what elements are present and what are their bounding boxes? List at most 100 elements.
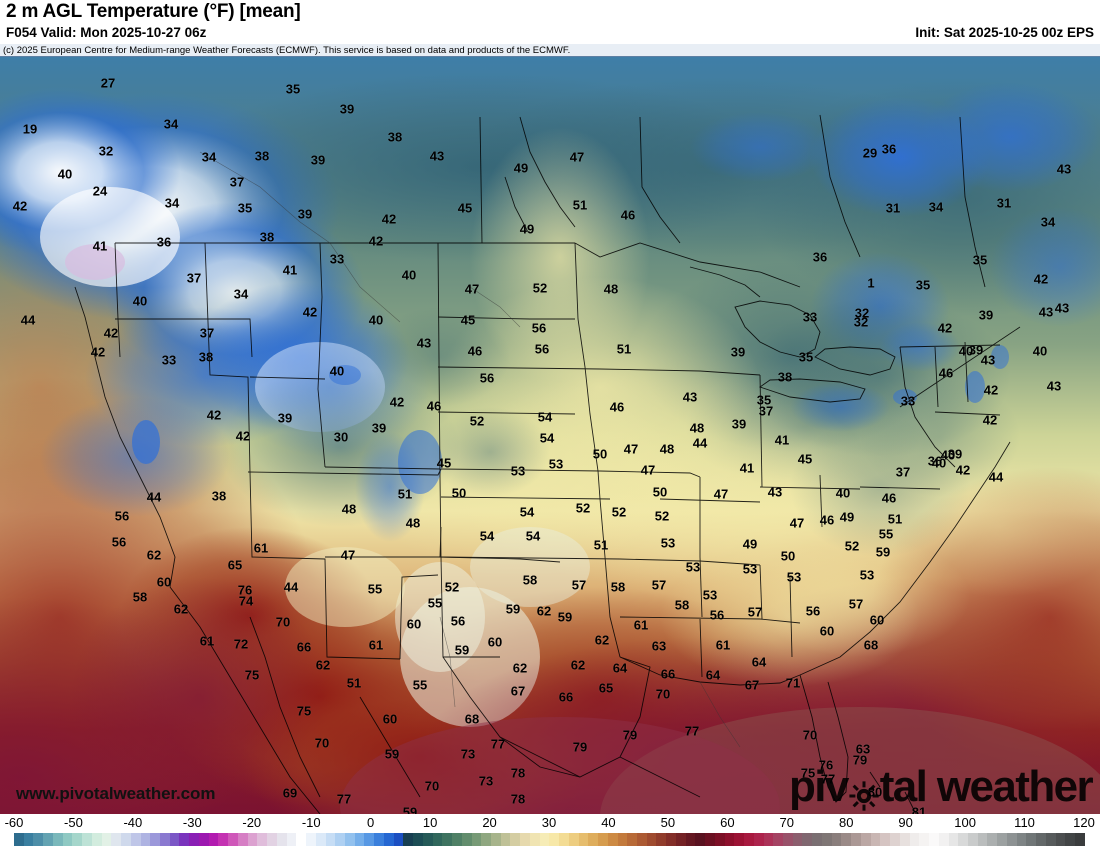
colorbar-cell: [607, 833, 618, 846]
init-time-label: Init: Sat 2025-10-25 00z EPS: [915, 25, 1094, 40]
colorbar-cell: [189, 833, 199, 846]
colorbar-cell: [890, 833, 900, 846]
colorbar-cell: [1016, 833, 1027, 846]
colorbar-cell: [578, 833, 589, 846]
colorbar-cell: [705, 833, 715, 846]
colorbar-cell: [72, 833, 83, 846]
colorbar-cell: [909, 833, 920, 846]
header-bar: 2 m AGL Temperature (°F) [mean] F054 Val…: [0, 0, 1100, 44]
colorbar-cell: [315, 833, 326, 846]
colorbar-cell: [150, 833, 161, 846]
colorbar-gradient-strip: [14, 833, 1085, 846]
colorbar-cell: [783, 833, 793, 846]
colorbar-cell: [967, 833, 978, 846]
colorbar-cell: [140, 833, 151, 846]
brand-text-post: tal weather: [879, 762, 1094, 811]
colorbar-cell: [198, 833, 209, 846]
colorbar-cell: [169, 833, 180, 846]
colorbar-cell: [452, 833, 462, 846]
colorbar-cell: [646, 833, 657, 846]
colorbar-cell: [510, 833, 521, 846]
colorbar-cell: [637, 833, 647, 846]
colorbar-cell: [685, 833, 696, 846]
colorbar-cell: [841, 833, 852, 846]
gear-sun-icon: [849, 772, 879, 811]
colorbar-cell: [977, 833, 988, 846]
colorbar-cell: [744, 833, 754, 846]
colorbar-cell: [257, 833, 268, 846]
copyright-notice: (c) 2025 European Centre for Medium-rang…: [0, 44, 1100, 57]
colorbar-cell: [500, 833, 511, 846]
colorbar-cell: [247, 833, 258, 846]
colorbar-tick: 90: [898, 815, 913, 830]
colorbar-cell: [130, 833, 141, 846]
colorbar-cell: [695, 833, 706, 846]
colorbar-tick: -20: [242, 815, 262, 830]
colorbar-tick: -50: [64, 815, 83, 830]
colorbar-cell: [364, 833, 375, 846]
colorbar[interactable]: -60 -50 -40 -30 -20 -10 0 10 20 30 40 50 60 70 80 90 100…: [0, 814, 1100, 850]
colorbar-cell: [52, 833, 63, 846]
colorbar-cell: [753, 833, 764, 846]
colorbar-cell: [461, 833, 472, 846]
colorbar-cell: [958, 833, 968, 846]
colorbar-cell: [383, 833, 394, 846]
colorbar-cell: [529, 833, 540, 846]
temperature-map[interactable]: 19 27 32 24 36 42 40 41 42 40 44 42 34 34 34 37 35 38 38 35…: [0, 57, 1100, 815]
colorbar-cell: [403, 833, 414, 846]
colorbar-cell: [490, 833, 501, 846]
colorbar-cell: [870, 833, 881, 846]
colorbar-cell: [91, 833, 102, 846]
colorbar-cell: [919, 833, 930, 846]
colorbar-cell: [23, 833, 34, 846]
colorbar-cell: [374, 833, 384, 846]
colorbar-cell: [938, 833, 949, 846]
colorbar-cell: [393, 833, 404, 846]
colorbar-cell: [14, 833, 24, 846]
colorbar-cell: [1045, 833, 1056, 846]
colorbar-cell: [675, 833, 686, 846]
colorbar-cell: [851, 833, 861, 846]
site-url[interactable]: www.pivotalweather.com: [16, 784, 216, 803]
colorbar-cell: [121, 833, 131, 846]
colorbar-cell: [627, 833, 637, 846]
colorbar-cell: [413, 833, 423, 846]
colorbar-cell: [520, 833, 530, 846]
colorbar-tick: 80: [838, 815, 854, 830]
colorbar-cell: [228, 833, 238, 846]
colorbar-cell: [237, 833, 248, 846]
colorbar-tick: -10: [301, 815, 321, 830]
colorbar-cell: [208, 833, 219, 846]
colorbar-tick: -60: [4, 815, 24, 830]
map-raster: [0, 57, 1100, 814]
colorbar-cell: [880, 833, 891, 846]
colorbar-cell: [792, 833, 803, 846]
colorbar-cell: [296, 833, 307, 846]
colorbar-cell: [354, 833, 365, 846]
colorbar-cell: [899, 833, 910, 846]
colorbar-cell: [111, 833, 122, 846]
valid-time-label: F054 Valid: Mon 2025-10-27 06z: [6, 25, 207, 40]
colorbar-cell: [617, 833, 628, 846]
colorbar-cell: [335, 833, 345, 846]
colorbar-cell: [101, 833, 112, 846]
colorbar-cell: [773, 833, 784, 846]
colorbar-cell: [666, 833, 676, 846]
colorbar-cell: [539, 833, 550, 846]
colorbar-tick: 60: [720, 815, 735, 830]
colorbar-cell: [929, 833, 939, 846]
colorbar-cell: [481, 833, 491, 846]
colorbar-cell: [948, 833, 959, 846]
colorbar-cell: [325, 833, 336, 846]
colorbar-cell: [62, 833, 73, 846]
colorbar-cell: [286, 833, 297, 846]
colorbar-cell: [267, 833, 277, 846]
colorbar-cell: [802, 833, 813, 846]
colorbar-cell: [1006, 833, 1017, 846]
colorbar-cell: [442, 833, 453, 846]
colorbar-cell: [306, 833, 316, 846]
colorbar-cell: [179, 833, 190, 846]
colorbar-cell: [549, 833, 560, 846]
colorbar-tick: 100: [954, 815, 976, 830]
colorbar-cell: [471, 833, 482, 846]
